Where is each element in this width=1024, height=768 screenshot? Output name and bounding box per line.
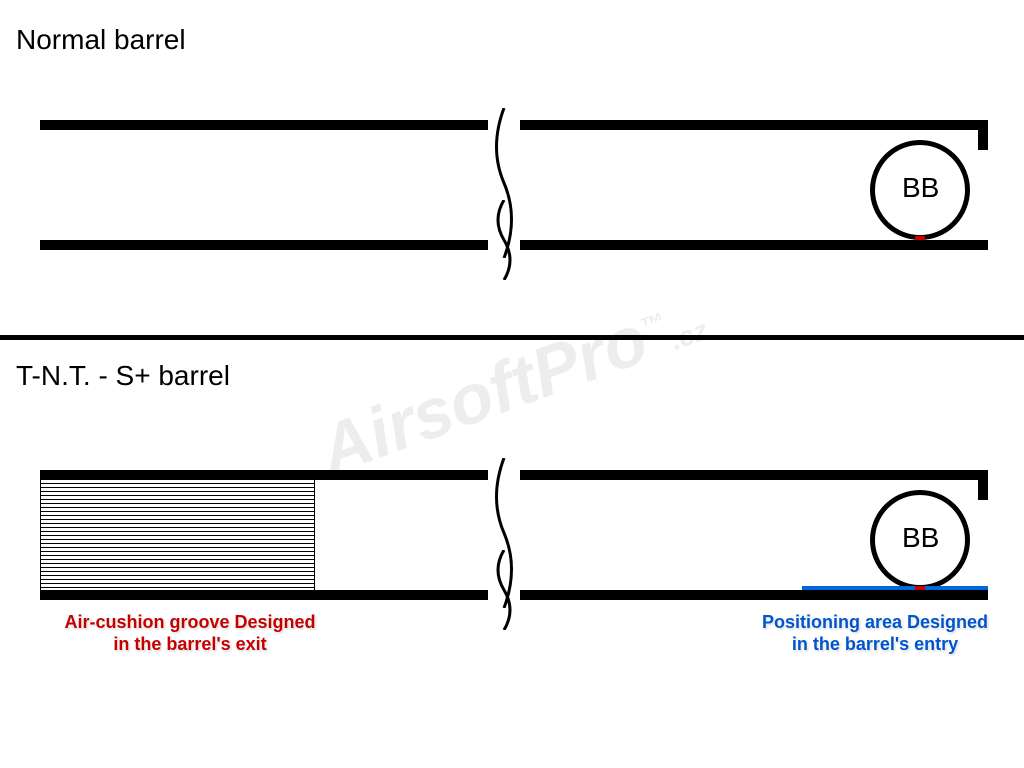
normal-bottom-wall-left (40, 240, 488, 250)
tnt-bb-label: BB (902, 522, 939, 554)
positioning-caption: Positioning area Designed in the barrel'… (730, 612, 1020, 655)
positioning-area-line (802, 586, 988, 590)
section-divider (0, 335, 1024, 340)
tnt-break-bottom (484, 550, 524, 630)
positioning-caption-line2: in the barrel's entry (792, 634, 958, 654)
positioning-caption-line1: Positioning area Designed (762, 612, 988, 632)
air-cushion-caption-line2: in the barrel's exit (113, 634, 266, 654)
tnt-bb-contact-dot (915, 586, 925, 590)
tnt-bottom-wall-left (40, 590, 488, 600)
normal-bb-contact-dot (915, 236, 925, 240)
normal-top-wall-left (40, 120, 488, 130)
air-cushion-groove (40, 480, 315, 590)
normal-barrel-title: Normal barrel (16, 24, 186, 56)
normal-top-end-stub (978, 120, 988, 150)
normal-bb-label: BB (902, 172, 939, 204)
tnt-bottom-wall-right (520, 590, 988, 600)
tnt-top-end-stub (978, 470, 988, 500)
tnt-top-wall-left (40, 470, 488, 480)
tnt-barrel-title: T-N.T. - S+ barrel (16, 360, 230, 392)
normal-top-wall-right (520, 120, 988, 130)
air-cushion-caption-line1: Air-cushion groove Designed (64, 612, 315, 632)
normal-bottom-wall-right (520, 240, 988, 250)
normal-break-bottom (484, 200, 524, 280)
air-cushion-caption: Air-cushion groove Designed in the barre… (40, 612, 340, 655)
tnt-top-wall-right (520, 470, 988, 480)
